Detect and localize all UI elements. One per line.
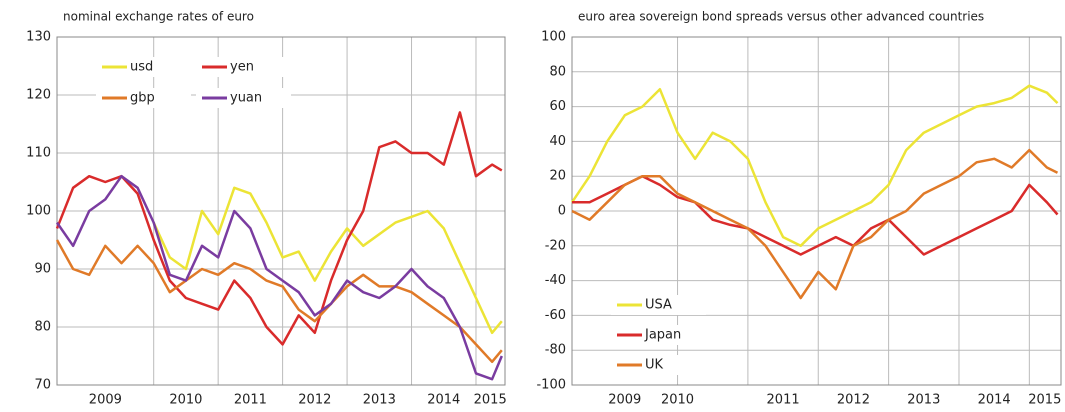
series-line xyxy=(55,174,503,381)
y-tick-label: 20 xyxy=(549,169,566,184)
legend-label: USA xyxy=(645,298,672,313)
y-tick-label: 70 xyxy=(34,378,51,393)
series-line xyxy=(572,174,1059,256)
chart-title: nominal exchange rates of euro xyxy=(63,10,254,24)
x-tick-label: 2013 xyxy=(363,393,396,408)
legend-label: gbp xyxy=(130,91,155,106)
y-tick-label: 100 xyxy=(541,30,566,45)
legend-label: usd xyxy=(130,60,153,75)
x-tick-label: 2010 xyxy=(169,393,202,408)
x-tick-label: 2014 xyxy=(427,393,460,408)
x-tick-label: 2011 xyxy=(234,393,267,408)
x-tick-label: 2011 xyxy=(767,393,800,408)
x-tick-label: 2012 xyxy=(837,393,870,408)
x-tick-label: 2010 xyxy=(661,393,694,408)
legend-label: yen xyxy=(230,60,254,75)
y-tick-label: -80 xyxy=(545,343,566,358)
x-tick-label: 2009 xyxy=(608,393,641,408)
legend-label: Japan xyxy=(644,328,681,343)
x-tick-label: 2013 xyxy=(907,393,940,408)
series-line xyxy=(570,84,1059,248)
legend-background xyxy=(611,295,706,315)
series-line xyxy=(152,186,503,335)
series-line xyxy=(55,239,503,364)
x-tick-label: 2014 xyxy=(978,393,1011,408)
y-tick-label: 120 xyxy=(26,88,51,103)
chart-title: euro area sovereign bond spreads versus … xyxy=(578,10,984,24)
y-tick-label: 0 xyxy=(558,204,566,219)
y-tick-label: 80 xyxy=(549,64,566,79)
x-tick-label: 2012 xyxy=(298,393,331,408)
series-line xyxy=(55,111,503,346)
legend-background xyxy=(96,57,191,77)
legend-background xyxy=(196,88,291,108)
plot-frame xyxy=(56,36,506,386)
x-tick-label: 2015 xyxy=(1028,393,1061,408)
legend-background xyxy=(611,355,706,375)
y-tick-label: 80 xyxy=(34,320,51,335)
x-tick-label: 2009 xyxy=(89,393,122,408)
y-tick-label: -20 xyxy=(545,238,566,253)
y-tick-label: 60 xyxy=(549,99,566,114)
y-tick-label: -40 xyxy=(545,273,566,288)
y-tick-label: 100 xyxy=(26,204,51,219)
legend-background xyxy=(96,88,191,108)
y-tick-label: 110 xyxy=(26,146,51,161)
y-tick-label: 40 xyxy=(549,134,566,149)
y-tick-label: -60 xyxy=(545,308,566,323)
y-tick-label: -100 xyxy=(536,378,566,393)
series-line xyxy=(571,148,1059,300)
legend-background xyxy=(196,57,291,77)
y-tick-label: 90 xyxy=(34,262,51,277)
y-tick-label: 130 xyxy=(26,30,51,45)
legend-background xyxy=(611,325,706,345)
legend-label: yuan xyxy=(230,91,262,106)
x-tick-label: 2015 xyxy=(474,393,507,408)
legend-label: UK xyxy=(645,358,664,373)
